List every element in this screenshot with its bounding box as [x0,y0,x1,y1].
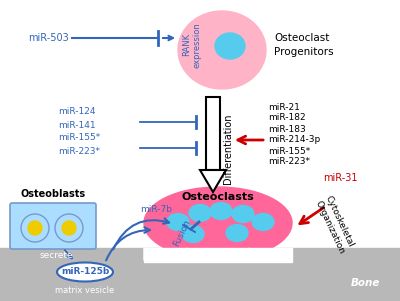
Ellipse shape [28,221,42,235]
FancyBboxPatch shape [10,203,96,249]
Ellipse shape [232,206,254,222]
Ellipse shape [21,214,49,242]
Text: miR-503: miR-503 [28,33,69,43]
Text: miR-183: miR-183 [268,125,306,134]
Text: miR-21: miR-21 [268,103,300,111]
Ellipse shape [210,203,232,219]
Text: secrete: secrete [39,252,73,260]
Text: miR-141: miR-141 [58,120,96,129]
Ellipse shape [144,187,292,259]
Text: miR-223*: miR-223* [58,147,100,156]
Text: miR-155*: miR-155* [58,134,100,142]
Text: Osteoblasts: Osteoblasts [20,189,86,199]
Ellipse shape [62,221,76,235]
Polygon shape [200,170,226,192]
Ellipse shape [226,225,248,241]
Text: matrix vesicle: matrix vesicle [55,286,115,295]
Ellipse shape [215,33,245,59]
FancyArrowPatch shape [106,227,150,260]
Ellipse shape [167,213,189,231]
Text: miR-7b: miR-7b [140,206,172,215]
FancyArrowPatch shape [113,218,169,250]
Text: miR-214-3p: miR-214-3p [268,135,320,144]
Text: miR-223*: miR-223* [268,157,310,166]
Text: Bone: Bone [351,278,380,288]
Text: miR-155*: miR-155* [268,147,310,156]
Text: miR-31: miR-31 [323,173,358,183]
Text: RANK
expression: RANK expression [182,22,202,68]
Text: Differentiation: Differentiation [223,114,233,184]
Text: Osteoclast
Progenitors: Osteoclast Progenitors [274,33,334,57]
Polygon shape [144,248,292,260]
Text: Cytoskeletal
Organization: Cytoskeletal Organization [314,195,356,255]
Text: miR-124: miR-124 [58,107,96,116]
Bar [206,97,220,170]
Ellipse shape [252,213,274,231]
Text: Fusion: Fusion [172,218,192,248]
Text: miR-182: miR-182 [268,113,306,123]
Ellipse shape [57,262,113,281]
Bar [0,248,400,301]
Ellipse shape [189,204,211,222]
Ellipse shape [178,11,266,89]
Text: miR-125b: miR-125b [61,268,109,277]
Ellipse shape [182,225,204,243]
Text: Osteoclasts: Osteoclasts [182,192,254,202]
Polygon shape [144,248,292,262]
Ellipse shape [55,214,83,242]
